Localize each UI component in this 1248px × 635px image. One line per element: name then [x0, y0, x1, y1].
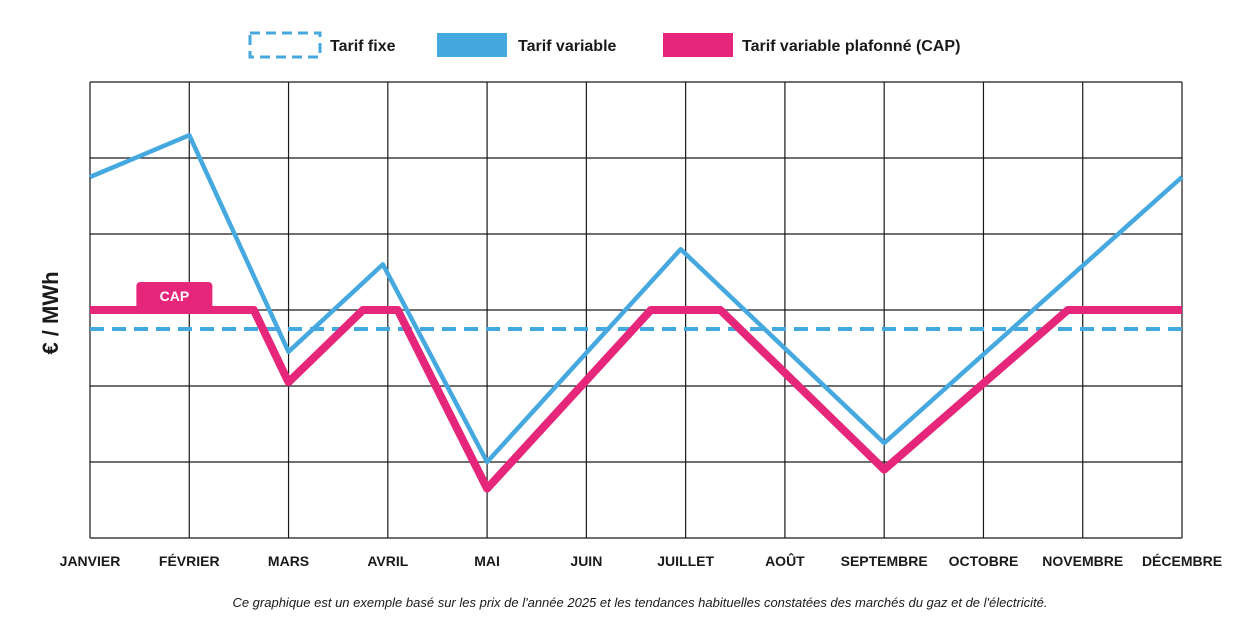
x-tick-label: SEPTEMBRE [841, 553, 928, 569]
y-axis-label: € / MWh [38, 271, 63, 354]
x-tick-label: AVRIL [367, 553, 408, 569]
chart-series [89, 132, 1184, 493]
legend-label: Tarif variable [518, 38, 617, 55]
cap-badge-label: CAP [160, 288, 190, 304]
x-tick-label: JANVIER [60, 553, 121, 569]
chart-annotations: CAP [136, 282, 213, 310]
x-tick-label: FÉVRIER [159, 553, 220, 569]
x-tick-label: MAI [474, 553, 500, 569]
x-tick-label: JUIN [570, 553, 602, 569]
legend-label: Tarif variable plafonné (CAP) [742, 38, 960, 55]
series-line [90, 306, 1182, 493]
chart-legend: Tarif fixe Tarif variable Tarif variable p… [248, 31, 960, 59]
chart-grid [89, 81, 1183, 539]
series-line [89, 132, 1184, 465]
legend-swatch [663, 33, 733, 57]
chart-caption: Ce graphique est un exemple basé sur les… [232, 595, 1047, 610]
x-tick-label: DÉCEMBRE [1142, 553, 1222, 569]
x-tick-label: OCTOBRE [949, 553, 1019, 569]
x-tick-label: JUILLET [657, 553, 714, 569]
x-tick-label: MARS [268, 553, 309, 569]
cap-badge [136, 282, 213, 310]
x-axis-ticks: JANVIER FÉVRIER MARS AVRIL MAI JUIN JUILLET AOÛ… [60, 552, 1222, 569]
legend-swatch [437, 33, 507, 57]
x-tick-label: NOVEMBRE [1042, 553, 1123, 569]
x-tick-label: AOÛT [765, 552, 805, 569]
legend-swatch [248, 31, 322, 59]
legend-label: Tarif fixe [330, 38, 396, 55]
